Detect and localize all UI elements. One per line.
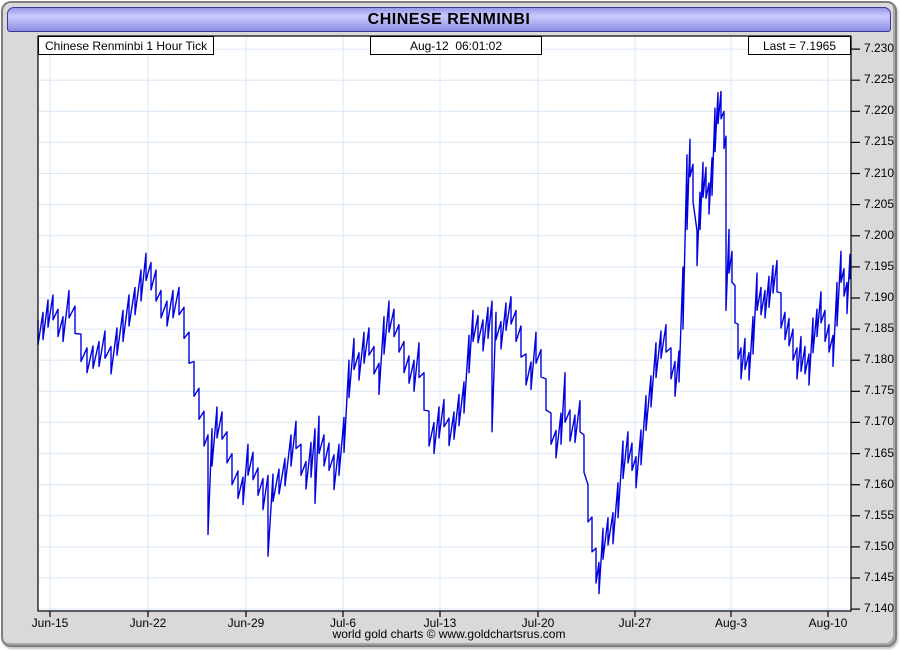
y-tick-label: 7.215 bbox=[864, 134, 895, 149]
plot-background bbox=[38, 36, 851, 611]
y-tick-label: 7.230 bbox=[864, 41, 895, 56]
y-tick-label: 7.190 bbox=[864, 289, 895, 304]
title-bar: CHINESE RENMINBI bbox=[7, 7, 891, 32]
price-chart bbox=[37, 35, 860, 617]
y-tick-label: 7.225 bbox=[864, 72, 895, 87]
x-tick-label: Jul-27 bbox=[618, 616, 652, 630]
y-tick-label: 7.145 bbox=[864, 570, 895, 585]
price-line bbox=[37, 90, 851, 595]
y-tick-label: 7.165 bbox=[864, 445, 895, 460]
y-tick-label: 7.160 bbox=[864, 476, 895, 491]
y-tick-label: 7.185 bbox=[864, 321, 895, 336]
y-tick-label: 7.150 bbox=[864, 538, 895, 553]
y-tick-label: 7.170 bbox=[864, 414, 895, 429]
chart-surface: Chinese Renminbi 1 Hour Tick Aug-12 06:0… bbox=[3, 3, 895, 645]
y-tick-label: 7.180 bbox=[864, 352, 895, 367]
y-tick-label: 7.210 bbox=[864, 165, 895, 180]
y-tick-label: 7.175 bbox=[864, 383, 895, 398]
x-tick-label: Jul-20 bbox=[521, 616, 555, 630]
y-tick-label: 7.155 bbox=[864, 507, 895, 522]
series-label: Chinese Renminbi 1 Hour Tick bbox=[38, 36, 215, 55]
timestamp-label: Aug-12 06:01:02 bbox=[370, 36, 542, 55]
y-tick-label: 7.205 bbox=[864, 196, 895, 211]
x-tick-label: Jun-15 bbox=[31, 616, 69, 630]
footer-credit: world gold charts © www.goldchartsrus.co… bbox=[332, 627, 566, 641]
x-tick-label: Aug-3 bbox=[714, 616, 748, 630]
x-tick-label: Jul-6 bbox=[329, 616, 357, 630]
window-title: CHINESE RENMINBI bbox=[367, 10, 531, 28]
y-tick-label: 7.195 bbox=[864, 258, 895, 273]
y-tick-label: 7.200 bbox=[864, 227, 895, 242]
x-tick-label: Jun-29 bbox=[227, 616, 265, 630]
x-tick-label: Jun-22 bbox=[129, 616, 167, 630]
x-tick-label: Jul-13 bbox=[423, 616, 457, 630]
x-tick-label: Aug-10 bbox=[808, 616, 848, 630]
y-tick-label: 7.220 bbox=[864, 103, 895, 118]
last-price-label: Last = 7.1965 bbox=[748, 36, 851, 55]
y-tick-label: 7.140 bbox=[864, 601, 895, 616]
